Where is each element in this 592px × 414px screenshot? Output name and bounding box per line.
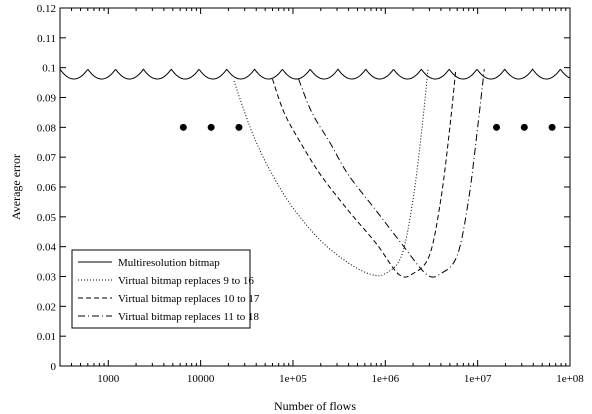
y-tick-label: 0.11	[37, 33, 56, 45]
ellipsis-dot	[179, 123, 187, 131]
y-tick-label: 0.1	[42, 63, 56, 75]
legend-label: Virtual bitmap replaces 10 to 17	[118, 293, 260, 305]
ellipsis-dots	[179, 123, 556, 131]
legend: Multiresolution bitmap Virtual bitmap rep…	[71, 249, 260, 329]
x-tick-label: 10000	[187, 373, 215, 385]
y-tick-label: 0.07	[37, 152, 57, 164]
y-tick-label: 0.04	[37, 242, 57, 254]
y-tick-label: 0.08	[37, 122, 57, 134]
ellipsis-dot	[493, 123, 501, 131]
x-tick-label: 1e+06	[372, 373, 400, 385]
legend-label: Virtual bitmap replaces 11 to 18	[118, 311, 259, 323]
ellipsis-dot	[235, 123, 243, 131]
legend-label: Virtual bitmap replaces 9 to 16	[118, 275, 254, 287]
x-axis-label: Number of flows	[274, 399, 356, 413]
x-tick-label: 1e+08	[556, 373, 584, 385]
y-tick-label: 0.01	[37, 331, 56, 343]
ellipsis-dot	[548, 123, 556, 131]
y-tick-label: 0.09	[37, 93, 57, 105]
series-line-4	[298, 69, 485, 278]
series-line-3	[272, 69, 457, 278]
series-line-1	[59, 68, 571, 80]
ellipsis-dot	[520, 123, 528, 131]
y-tick-label: 0	[51, 361, 57, 373]
series-lines	[59, 68, 571, 278]
y-tick-label: 0.06	[37, 182, 57, 194]
y-tick-label: 0.02	[37, 301, 56, 313]
ellipsis-dot	[207, 123, 215, 131]
y-tick-label: 0.12	[37, 3, 56, 15]
x-tick-label: 1e+05	[279, 373, 307, 385]
x-tick-label: 1000	[97, 373, 120, 385]
y-tick-label: 0.03	[37, 272, 57, 284]
y-axis-label: Average error	[9, 154, 23, 220]
legend-box	[71, 249, 251, 329]
legend-label: Multiresolution bitmap	[118, 257, 220, 269]
series-line-2	[233, 69, 429, 277]
y-tick-label: 0.05	[37, 212, 57, 224]
axis-ticks: 0 0.01 0.02 0.03 0.04 0.05 0.06 0.07 0.08 0.09 0.1…	[37, 3, 585, 385]
x-tick-label: 1e+07	[464, 373, 492, 385]
